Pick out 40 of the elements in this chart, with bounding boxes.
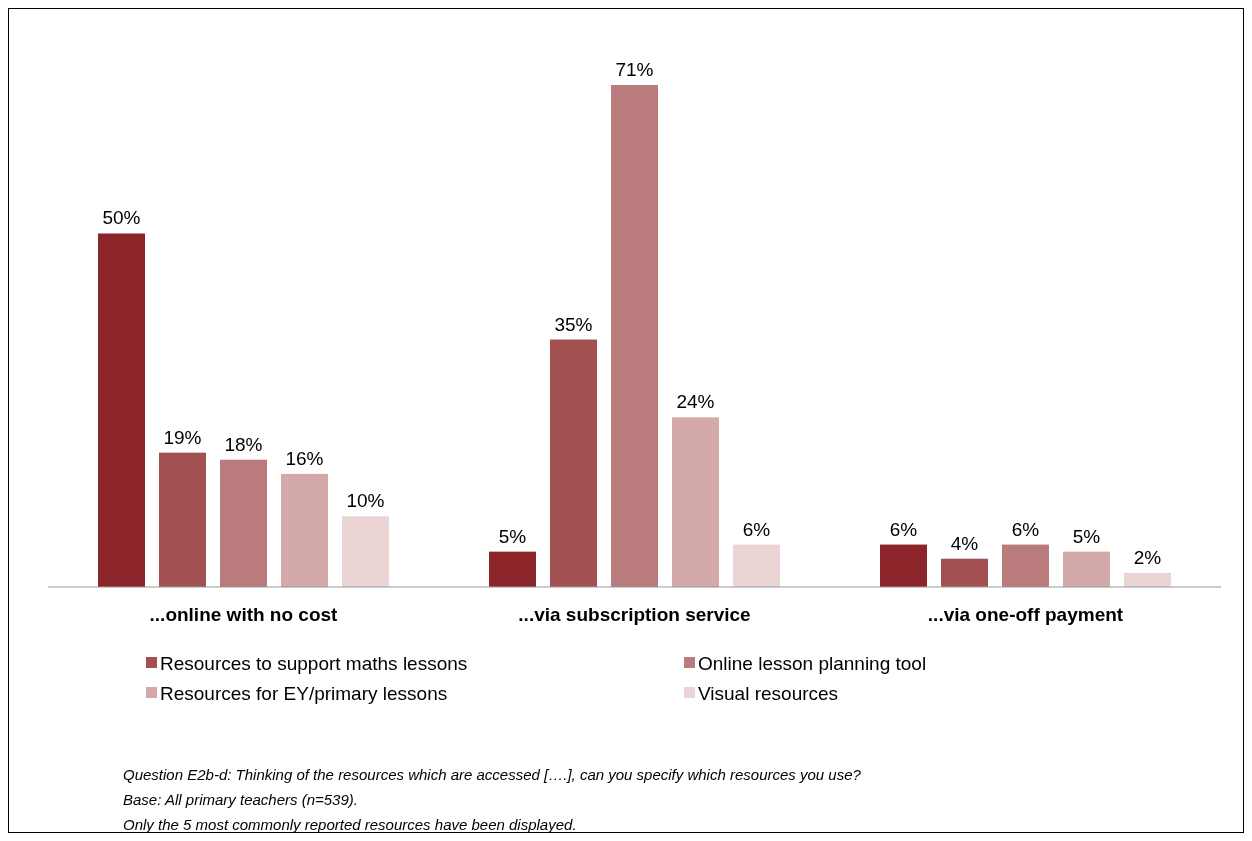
data-label: 4%	[950, 532, 979, 554]
bar	[880, 544, 927, 587]
data-label: 5%	[498, 525, 527, 547]
bar	[281, 473, 328, 587]
data-label: 6%	[1011, 518, 1040, 540]
bar	[159, 452, 206, 587]
x-tick-label: ...online with no cost	[149, 604, 339, 625]
x-tick-label: ...via subscription service	[518, 604, 751, 625]
data-label: 2%	[1133, 546, 1162, 568]
bar	[1124, 572, 1171, 587]
legend-label: Visual resources	[698, 683, 839, 704]
bar	[941, 558, 988, 587]
bar	[1002, 544, 1049, 587]
legend-label: Resources to support maths lessons	[160, 653, 468, 674]
text: Base: All primary teachers (n=539).	[123, 791, 358, 808]
bar	[220, 459, 267, 587]
bar	[1063, 551, 1110, 587]
data-label: 16%	[285, 447, 324, 469]
bar	[489, 551, 536, 587]
text: Only the 5 most commonly reported resources have been displayed.	[123, 816, 577, 833]
bar	[98, 233, 145, 587]
x-tick-label: ...via one-off payment	[927, 604, 1124, 625]
data-label: 19%	[163, 426, 202, 448]
bar	[733, 544, 780, 587]
data-label: 10%	[346, 490, 385, 512]
data-label: 24%	[676, 391, 715, 413]
data-label: 35%	[554, 313, 593, 335]
data-label: 18%	[224, 433, 263, 455]
data-label: 71%	[615, 59, 654, 80]
bar	[672, 417, 719, 587]
legend-label: Resources for EY/primary lessons	[160, 683, 448, 704]
data-label: 6%	[742, 518, 771, 540]
data-label: 50%	[102, 207, 141, 229]
legend-label: Online lesson planning tool	[698, 653, 927, 674]
bar	[342, 516, 389, 587]
bar	[550, 339, 597, 587]
data-label: 5%	[1072, 525, 1101, 547]
bar	[611, 85, 658, 587]
data-label: 6%	[889, 518, 918, 540]
text: Question E2b-d: Thinking of the resources which are accessed [….], can you specify which resources you use?	[123, 766, 862, 783]
